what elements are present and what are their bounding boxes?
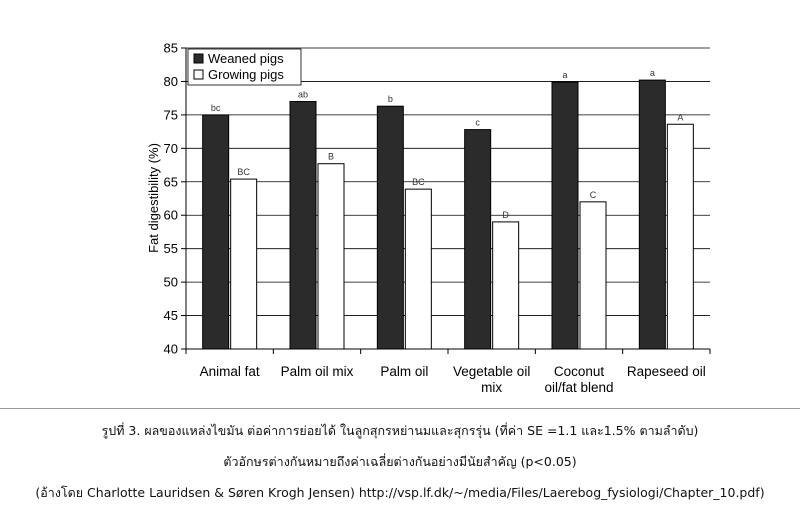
figure-caption-source: (อ้างโดย Charlotte Lauridsen & Søren Kro…: [35, 485, 765, 500]
legend-entry: Growing pigs: [208, 67, 284, 82]
bar-chart: bc BC ab Bb BC c Da Ca A 40 45 50 55 60 65 70 75 80 85 An…: [146, 41, 711, 395]
bar-letter-labels: bc BC ab Bb BC c Da Ca A: [211, 68, 683, 220]
y-tick-label: 40: [164, 342, 178, 357]
label-growing-pigs: D: [502, 210, 509, 220]
label-growing-pigs: BC: [237, 167, 250, 177]
bars: [202, 79, 694, 350]
bar-weaned-pigs: [551, 81, 579, 350]
axes: [181, 47, 711, 354]
y-tick-label: 55: [164, 241, 178, 256]
bar-weaned-pigs: [289, 101, 317, 350]
legend-box: [187, 48, 302, 86]
x-tick-label: Palm oil: [380, 364, 428, 379]
x-tick-label: Rapeseed oil: [627, 364, 706, 379]
label-growing-pigs: C: [590, 190, 597, 200]
legend-swatch: [193, 69, 204, 80]
x-tick-label: Palm oil mix: [281, 364, 354, 379]
y-tick-labels: 40 45 50 55 60 65 70 75 80 85: [164, 41, 178, 357]
bar-growing-pigs: [666, 123, 694, 350]
label-weaned-pigs: bc: [211, 103, 221, 113]
y-tick-label: 70: [164, 141, 178, 156]
y-tick-label: 75: [164, 107, 178, 122]
bar-growing-pigs: [579, 201, 607, 350]
y-tick-label: 65: [164, 174, 178, 189]
label-growing-pigs: A: [677, 112, 683, 122]
bar-weaned-pigs: [638, 79, 666, 350]
label-weaned-pigs: c: [475, 118, 480, 128]
x-tick-label: Vegetable oil: [453, 364, 530, 379]
y-tick-label: 80: [164, 74, 178, 89]
y-tick-label: 50: [164, 275, 178, 290]
bar-weaned-pigs: [376, 105, 404, 350]
y-axis-label: Fat digestibility (%): [146, 143, 161, 253]
label-weaned-pigs: b: [388, 94, 393, 104]
y-tick-label: 85: [164, 41, 178, 56]
legend-entry: Weaned pigs: [208, 51, 284, 66]
bar-growing-pigs: [317, 163, 345, 350]
label-weaned-pigs: ab: [298, 90, 308, 100]
bar-growing-pigs: [404, 188, 432, 350]
label-growing-pigs: BC: [412, 177, 425, 187]
y-tick-label: 45: [164, 308, 178, 323]
y-tick-label: 60: [164, 208, 178, 223]
label-weaned-pigs: a: [562, 70, 567, 80]
bar-weaned-pigs: [464, 129, 492, 350]
legend-swatch: [193, 53, 204, 64]
label-weaned-pigs: a: [650, 68, 655, 78]
x-tick-label: Coconut: [554, 364, 605, 379]
bar-growing-pigs: [230, 178, 258, 350]
figure-caption-line-2: ตัวอักษรต่างกันหมายถึงค่าเฉลี่ยต่างกันอย…: [223, 454, 577, 469]
bar-weaned-pigs: [202, 114, 230, 350]
x-tick-label: Animal fat: [200, 364, 260, 379]
label-growing-pigs: B: [328, 152, 334, 162]
x-tick-labels: Animal fat Palm oil mix Palm oil Vegetable …: [200, 364, 706, 395]
x-tick-label: oil/fat blend: [544, 380, 613, 395]
caption-divider: [0, 408, 800, 409]
gridlines: [186, 47, 710, 316]
x-tick-label: mix: [481, 380, 502, 395]
figure-caption-line-1: รูปที่ 3. ผลของแหล่งไขมัน ต่อค่าการย่อยไ…: [101, 423, 699, 438]
bar-growing-pigs: [492, 221, 520, 350]
